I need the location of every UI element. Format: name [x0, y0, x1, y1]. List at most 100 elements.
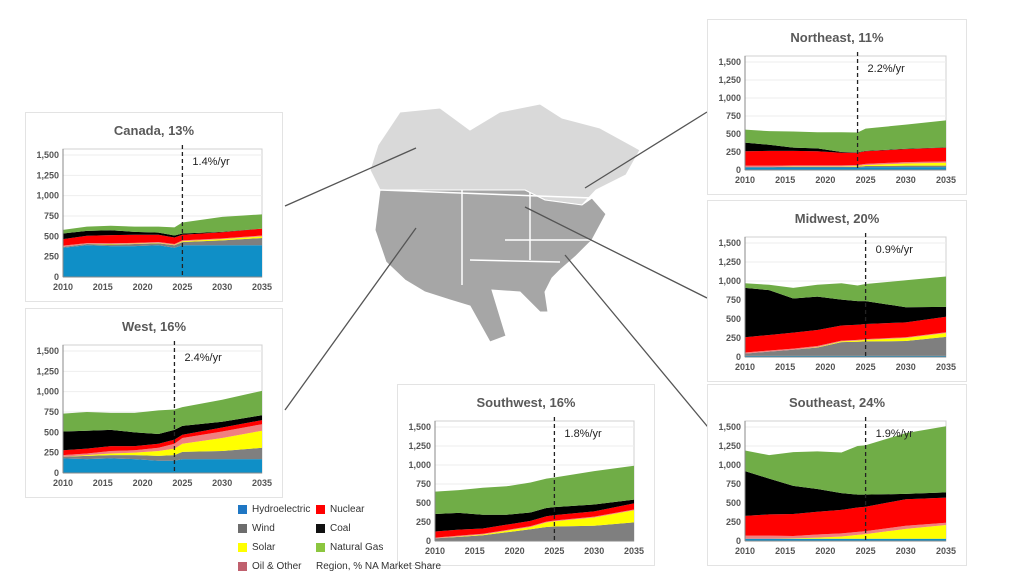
legend-item: Nuclear: [316, 504, 364, 515]
x-tick-label: 2020: [815, 546, 835, 556]
legend-item: Hydroelectric: [238, 504, 310, 515]
area-oil-other: [63, 424, 262, 457]
area-solar: [63, 430, 262, 457]
y-tick-label: 0: [54, 468, 59, 478]
legend-swatch: [238, 543, 247, 552]
x-tick-label: 2025: [172, 282, 192, 292]
x-tick-label: 2020: [133, 282, 153, 292]
area-wind: [435, 522, 634, 541]
area-coal: [63, 228, 262, 240]
x-tick-label: 2020: [815, 362, 835, 372]
legend-item: Coal: [316, 523, 351, 534]
y-tick-label: 1,250: [36, 366, 59, 376]
x-tick-label: 2035: [936, 175, 956, 185]
area-solar: [745, 525, 946, 539]
x-tick-label: 2015: [93, 478, 113, 488]
chart-title: Northeast, 11%: [790, 30, 884, 45]
area-coal: [63, 415, 262, 451]
area-nuclear: [435, 503, 634, 538]
y-tick-label: 500: [44, 231, 59, 241]
legend-label: Natural Gas: [330, 542, 384, 553]
y-tick-label: 1,000: [718, 460, 741, 470]
x-tick-label: 2025: [856, 362, 876, 372]
area-solar: [745, 162, 946, 168]
legend-note-text: Region, % NA Market Share: [316, 561, 442, 572]
area-solar: [435, 510, 634, 539]
area-hydroelectric: [745, 167, 946, 170]
y-tick-label: 1,000: [36, 387, 59, 397]
area-wind: [63, 237, 262, 248]
chart-midwest: Midwest, 20% 0 250 500 750 1,000 1,250 1,500 201…: [707, 200, 967, 382]
growth-rate-annotation: 2.2%/yr: [868, 63, 906, 75]
growth-rate-annotation: 1.9%/yr: [876, 428, 914, 440]
x-tick-label: 2015: [775, 175, 795, 185]
y-tick-label: 250: [44, 252, 59, 262]
legend-label: Coal: [330, 523, 351, 534]
area-hydroelectric: [745, 538, 946, 541]
x-tick-label: 2035: [252, 478, 272, 488]
connector-canada: [284, 147, 417, 207]
x-tick-label: 2035: [936, 546, 956, 556]
y-tick-label: 500: [44, 427, 59, 437]
y-tick-label: 750: [726, 295, 741, 305]
y-tick-label: 500: [726, 314, 741, 324]
area-oil-other: [745, 522, 946, 539]
x-tick-label: 2035: [252, 282, 272, 292]
x-tick-label: 2015: [465, 546, 485, 556]
chart-southwest: Southwest, 16% 0 250 500 750 1,000 1,250 1,500 2…: [397, 384, 655, 566]
area-solar: [63, 236, 262, 247]
area-wind: [745, 336, 946, 356]
legend-swatch: [316, 524, 325, 533]
area-natural-gas: [745, 276, 946, 308]
chart-title: Southeast, 24%: [788, 395, 886, 410]
area-natural-gas: [63, 214, 262, 236]
growth-rate-annotation: 1.4%/yr: [192, 156, 230, 168]
x-tick-label: 2020: [815, 175, 835, 185]
legend-swatch: [238, 524, 247, 533]
y-tick-label: 1,500: [36, 346, 59, 356]
chart-title: West, 16%: [121, 319, 187, 334]
connector-west: [284, 227, 417, 411]
legend-item: Oil & Other: [238, 561, 301, 572]
y-tick-label: 250: [726, 333, 741, 343]
x-tick-label: 2010: [735, 175, 755, 185]
area-nuclear: [63, 228, 262, 246]
chart-southeast: Southeast, 24% 0 250 500 750 1,000 1,250 1,500 2…: [707, 384, 967, 566]
y-tick-label: 250: [726, 517, 741, 527]
y-tick-label: 1,250: [718, 441, 741, 451]
x-tick-label: 2015: [775, 546, 795, 556]
y-tick-label: 1,000: [718, 276, 741, 286]
legend-item: Natural Gas: [316, 542, 383, 553]
area-oil-other: [745, 161, 946, 168]
growth-rate-annotation: 0.9%/yr: [876, 244, 914, 256]
area-nuclear: [63, 420, 262, 456]
area-coal: [745, 471, 946, 516]
y-tick-label: 1,500: [718, 57, 741, 67]
us-region: [374, 189, 607, 343]
y-tick-label: 1,500: [718, 238, 741, 248]
area-coal: [745, 287, 946, 338]
y-tick-label: 1,000: [718, 93, 741, 103]
y-tick-label: 1,000: [36, 191, 59, 201]
region-borders: [379, 189, 593, 285]
y-tick-label: 500: [726, 129, 741, 139]
area-hydroelectric: [63, 245, 262, 277]
y-tick-label: 0: [54, 272, 59, 282]
x-tick-label: 2035: [936, 362, 956, 372]
legend-label: Hydroelectric: [252, 504, 311, 515]
y-tick-label: 750: [726, 111, 741, 121]
x-tick-label: 2030: [896, 546, 916, 556]
chart-title: Canada, 13%: [113, 123, 195, 138]
chart-northeast: Northeast, 11% 0 250 500 750 1,000 1,250 1,500 2…: [707, 19, 967, 195]
y-tick-label: 750: [44, 407, 59, 417]
y-tick-label: 250: [726, 147, 741, 157]
y-tick-label: 250: [416, 517, 431, 527]
x-tick-label: 2015: [775, 362, 795, 372]
growth-rate-annotation: 2.4%/yr: [184, 352, 222, 364]
area-natural-gas: [435, 465, 634, 515]
y-tick-label: 750: [44, 211, 59, 221]
x-tick-label: 2030: [212, 478, 232, 488]
connector-midwest: [524, 206, 708, 299]
